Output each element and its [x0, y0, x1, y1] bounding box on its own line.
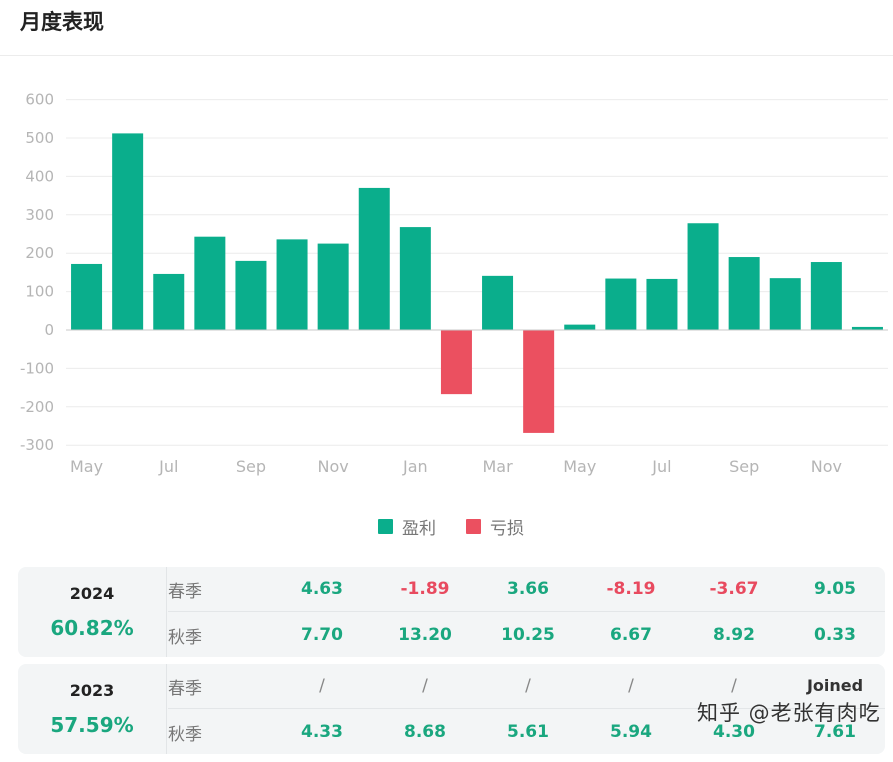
- x-tick-label: Jan: [402, 457, 428, 476]
- x-tick-label: May: [70, 457, 103, 476]
- table-cell: /: [422, 676, 428, 696]
- row-divider: [168, 611, 885, 612]
- title-divider: [0, 55, 893, 56]
- bar-12[interactable]: [523, 330, 555, 433]
- table-cell: 8.68: [404, 722, 446, 742]
- table-cell: 5.61: [507, 722, 549, 742]
- year-label: 2023: [69, 681, 115, 700]
- x-tick-label: Sep: [729, 457, 759, 476]
- table-cell: /: [628, 676, 634, 696]
- table-cell: /: [731, 676, 737, 696]
- table-cell: 10.25: [501, 625, 555, 645]
- table-cell: 0.33: [814, 625, 856, 645]
- table-cell: 6.67: [610, 625, 652, 645]
- table-cell: 4.30: [713, 722, 755, 742]
- performance-card-2024: 2024 60.82% 春季 4.63 -1.89 3.66 -8.19 -3.67 9.05 秋…: [18, 567, 885, 657]
- bar-14[interactable]: [605, 278, 637, 330]
- monthly-bar-chart: 600 500 400 300 200 100 0 -100 -200 -300 May Jul Sep…: [20, 91, 888, 476]
- card-summary: 2024 60.82%: [18, 567, 167, 657]
- legend-label-profit: 盈利: [402, 519, 436, 539]
- y-tick-label: -300: [20, 436, 54, 454]
- y-tick-label: 100: [25, 283, 54, 301]
- page-title: 月度表现: [20, 10, 104, 34]
- bar-8[interactable]: [358, 187, 390, 330]
- bar-13[interactable]: [564, 324, 596, 330]
- table-cell: 4.33: [301, 722, 343, 742]
- bar-19[interactable]: [810, 262, 842, 330]
- season-label: 春季: [168, 582, 202, 602]
- table-cell: 7.61: [814, 722, 856, 742]
- row-divider: [168, 708, 885, 709]
- x-tick-label: Sep: [236, 457, 266, 476]
- legend-swatch-loss: [466, 519, 481, 534]
- x-tick-label: Mar: [482, 457, 513, 476]
- y-tick-label: 500: [25, 129, 54, 147]
- table-cell: 8.92: [713, 625, 755, 645]
- y-tick-label: 200: [25, 244, 54, 262]
- legend-item-loss[interactable]: 亏损: [466, 514, 524, 539]
- season-label: 秋季: [168, 725, 202, 745]
- season-label: 秋季: [168, 628, 202, 648]
- bar-4[interactable]: [194, 236, 226, 330]
- bar-9[interactable]: [399, 227, 431, 330]
- bar-15[interactable]: [646, 278, 678, 330]
- y-tick-label: 600: [25, 91, 54, 109]
- table-cell: 3.66: [507, 579, 549, 599]
- bar-10[interactable]: [440, 330, 472, 395]
- bar-20[interactable]: [851, 326, 883, 330]
- table-cell: 7.70: [301, 625, 343, 645]
- card-summary: 2023 57.59%: [18, 664, 167, 754]
- table-cell: 4.63: [301, 579, 343, 599]
- bar-2[interactable]: [112, 133, 144, 330]
- year-percent: 57.59%: [50, 713, 134, 737]
- table-cell: /: [319, 676, 325, 696]
- bar-17[interactable]: [728, 257, 760, 330]
- legend-label-loss: 亏损: [490, 519, 524, 539]
- bar-7[interactable]: [317, 243, 349, 330]
- year-label: 2024: [69, 584, 115, 603]
- year-percent: 60.82%: [50, 616, 134, 640]
- table-cell: 9.05: [814, 579, 856, 599]
- table-cell: -3.67: [709, 579, 759, 599]
- y-tick-label: -100: [20, 359, 54, 377]
- table-cell: -8.19: [606, 579, 656, 599]
- table-cell: -1.89: [400, 579, 450, 599]
- x-tick-label: Jul: [651, 457, 671, 476]
- bar-1[interactable]: [71, 263, 103, 330]
- bar-16[interactable]: [687, 223, 719, 330]
- x-tick-label: Nov: [318, 457, 349, 476]
- season-label: 春季: [168, 679, 202, 699]
- legend-item-profit[interactable]: 盈利: [378, 514, 436, 539]
- performance-card-2023: 2023 57.59% 春季 / / / / / Joined 秋季 4.33 8.68 5.61 5.9…: [18, 664, 885, 754]
- table-cell: 5.94: [610, 722, 652, 742]
- watermark: 知乎 @老张有肉吃: [697, 701, 881, 725]
- table-cell: 13.20: [398, 625, 452, 645]
- bar-18[interactable]: [769, 278, 801, 330]
- legend-swatch-profit: [378, 519, 393, 534]
- x-tick-label: Jul: [158, 457, 178, 476]
- bar-5[interactable]: [235, 260, 267, 330]
- bar-11[interactable]: [482, 275, 514, 330]
- bar-6[interactable]: [276, 239, 308, 330]
- x-tick-label: May: [563, 457, 596, 476]
- y-tick-label: 300: [25, 206, 54, 224]
- y-tick-label: 0: [44, 321, 54, 339]
- x-tick-label: Nov: [811, 457, 842, 476]
- y-tick-label: 400: [25, 167, 54, 185]
- table-cell: /: [525, 676, 531, 696]
- table-cell: Joined: [806, 676, 864, 695]
- chart-legend: 盈利 亏损: [378, 514, 554, 539]
- bar-3[interactable]: [153, 273, 185, 330]
- y-tick-label: -200: [20, 398, 54, 416]
